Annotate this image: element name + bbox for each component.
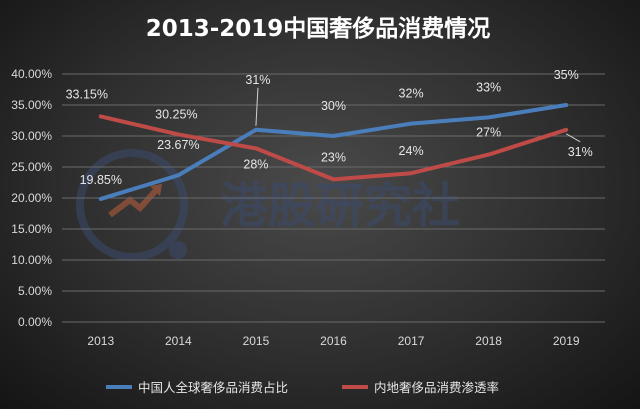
x-tick-label: 2017 [398, 334, 425, 348]
data-label: 31% [245, 73, 270, 87]
data-label: 19.85% [80, 173, 122, 187]
y-tick-label: 30.00% [11, 129, 52, 143]
y-tick-label: 5.00% [18, 284, 52, 298]
chart-title: 2013-2019中国奢侈品消费情况 [146, 16, 491, 42]
legend-label: 中国人全球奢侈品消费占比 [138, 380, 288, 395]
data-label: 32% [399, 87, 424, 101]
x-tick-label: 2019 [553, 334, 580, 348]
y-tick-label: 20.00% [11, 191, 52, 205]
data-label: 33.15% [66, 87, 108, 101]
data-label: 27% [476, 126, 501, 140]
data-label: 30% [321, 99, 346, 113]
x-axis-ticks: 2013 2014 2015 2016 2017 2018 2019 [87, 334, 579, 348]
legend-label: 内地奢侈品消费渗透率 [374, 380, 499, 395]
data-label: 31% [568, 145, 593, 159]
data-label: 24% [399, 144, 424, 158]
data-label: 23% [321, 150, 346, 164]
legend: 中国人全球奢侈品消费占比 内地奢侈品消费渗透率 [106, 380, 499, 395]
series-line-2 [98, 114, 569, 182]
x-tick-label: 2015 [243, 334, 270, 348]
y-tick-label: 25.00% [11, 160, 52, 174]
data-labels: 19.85% 23.67% 31% 30% 32% 33% 35% 33.15% 30.25% 2… [66, 68, 593, 187]
data-label: 35% [554, 68, 579, 82]
data-label: 30.25% [155, 107, 197, 121]
watermark-logo-icon [76, 149, 188, 261]
data-label: 23.67% [157, 138, 199, 152]
x-tick-label: 2014 [165, 334, 192, 348]
series-lines [98, 103, 569, 201]
y-tick-label: 35.00% [11, 98, 52, 112]
label-leader-line [255, 87, 259, 126]
x-tick-label: 2018 [475, 334, 502, 348]
y-tick-label: 10.00% [11, 253, 52, 267]
y-tick-label: 40.00% [11, 67, 52, 81]
x-tick-label: 2013 [87, 334, 114, 348]
x-tick-label: 2016 [320, 334, 347, 348]
data-label: 33% [476, 80, 501, 94]
y-tick-label: 0.00% [18, 315, 52, 329]
label-leader-line [565, 133, 581, 143]
y-axis-ticks: 0.00% 5.00% 10.00% 15.00% 20.00% 25.00% 30.00%… [11, 67, 52, 329]
grid-lines [62, 73, 605, 323]
y-tick-label: 15.00% [11, 222, 52, 236]
watermark-text: 港股研究社 [220, 178, 460, 234]
data-label: 28% [243, 157, 268, 171]
series-line-1 [98, 103, 569, 201]
